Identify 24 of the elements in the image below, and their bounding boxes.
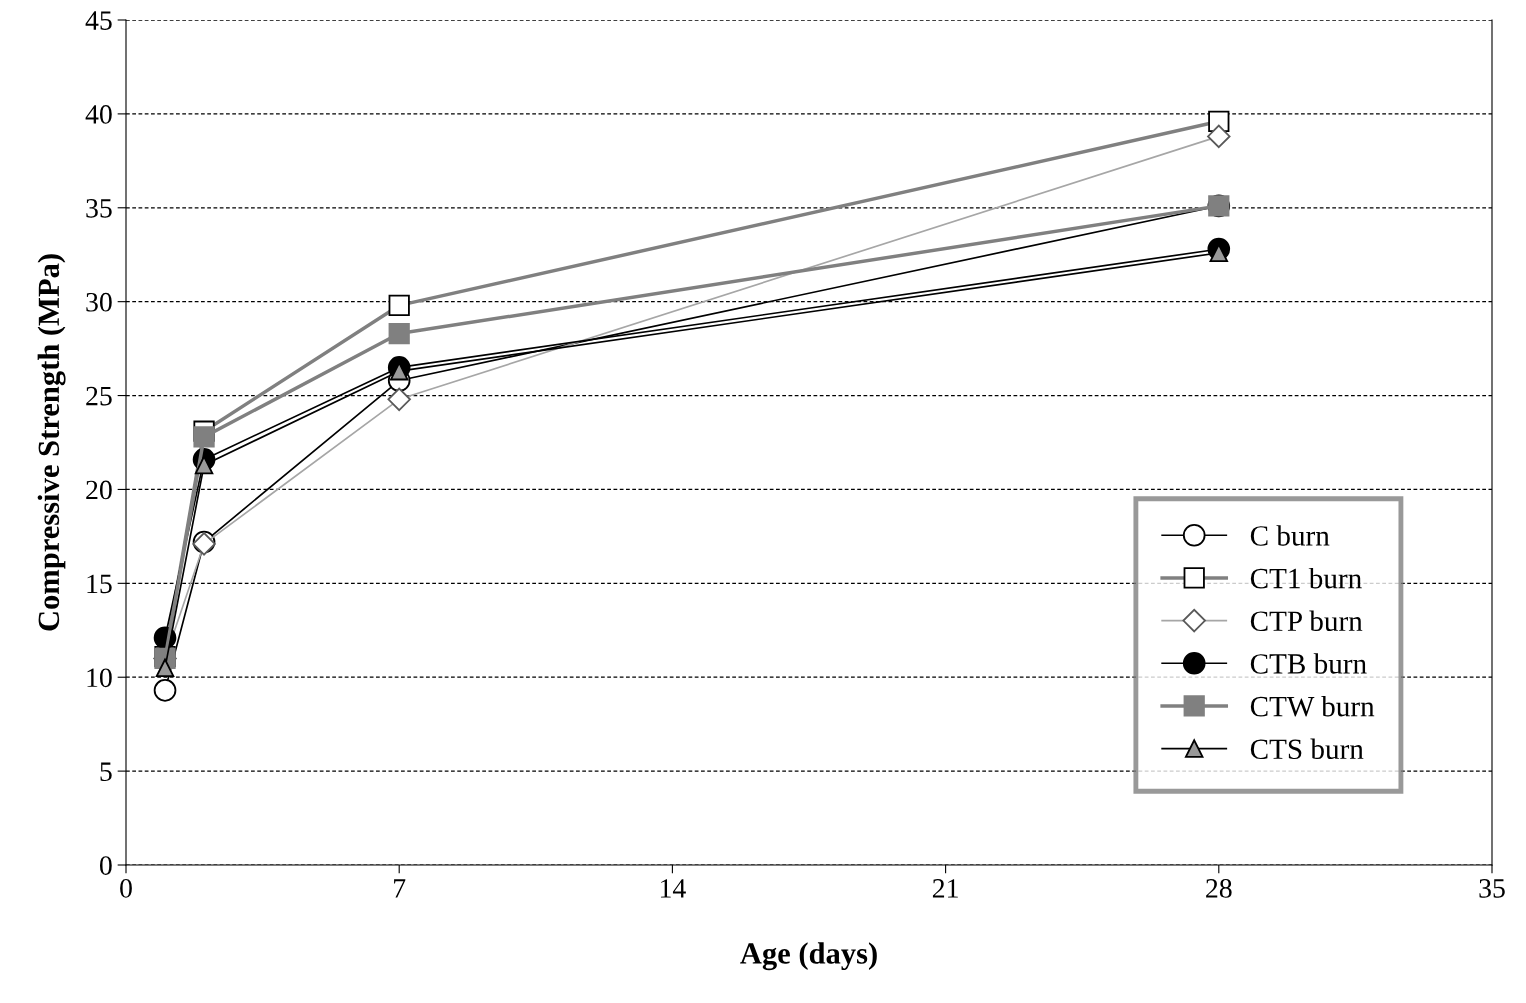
y-tick-label: 20 <box>86 480 112 500</box>
x-tick-label: 28 <box>1206 879 1232 898</box>
y-tick-label: 45 <box>85 11 112 30</box>
x-tick-label: 14 <box>660 879 686 898</box>
y-tick-label: 40 <box>85 105 112 124</box>
legend-label: CTB burn <box>1250 653 1367 674</box>
y-axis-title: Compressive Strength (MPa) <box>37 254 66 631</box>
legend-label: CTW burn <box>1250 695 1375 717</box>
x-tick-label: 7 <box>394 879 406 898</box>
y-tick-label: 10 <box>87 668 112 688</box>
legend-label: CTS burn <box>1250 738 1364 760</box>
x-tick-label: 0 <box>120 879 132 898</box>
x-tick-label: 21 <box>932 879 958 898</box>
y-tick-label: 0 <box>99 856 112 875</box>
y-tick-label: 5 <box>100 762 112 782</box>
legend-label: CTP burn <box>1250 610 1363 632</box>
y-tick-label: 30 <box>86 292 112 312</box>
y-tick-label: 35 <box>86 199 112 218</box>
x-tick-label: 35 <box>1479 879 1505 898</box>
legend-label: C burn <box>1250 525 1330 546</box>
x-axis-title: Age (days) <box>740 942 877 971</box>
legend-label: CT1 burn <box>1250 567 1362 589</box>
y-tick-label: 25 <box>86 386 112 406</box>
y-tick-label: 15 <box>87 574 112 594</box>
